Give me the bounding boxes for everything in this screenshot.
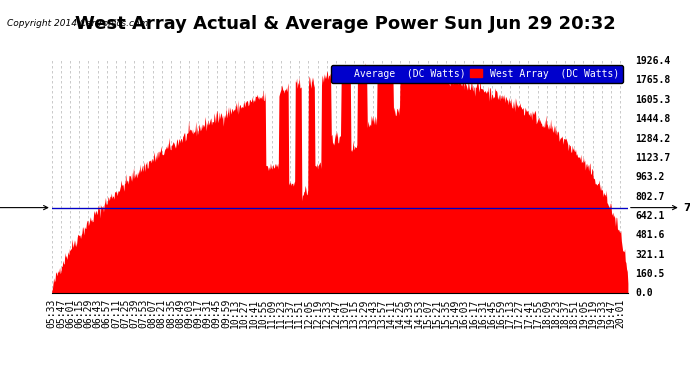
Legend: Average  (DC Watts), West Array  (DC Watts): Average (DC Watts), West Array (DC Watts… — [331, 65, 623, 82]
Text: Copyright 2014 Cartronics.com: Copyright 2014 Cartronics.com — [7, 19, 148, 28]
Text: 703.39: 703.39 — [631, 202, 690, 213]
Text: West Array Actual & Average Power Sun Jun 29 20:32: West Array Actual & Average Power Sun Ju… — [75, 15, 615, 33]
Text: 703.39: 703.39 — [0, 202, 48, 213]
